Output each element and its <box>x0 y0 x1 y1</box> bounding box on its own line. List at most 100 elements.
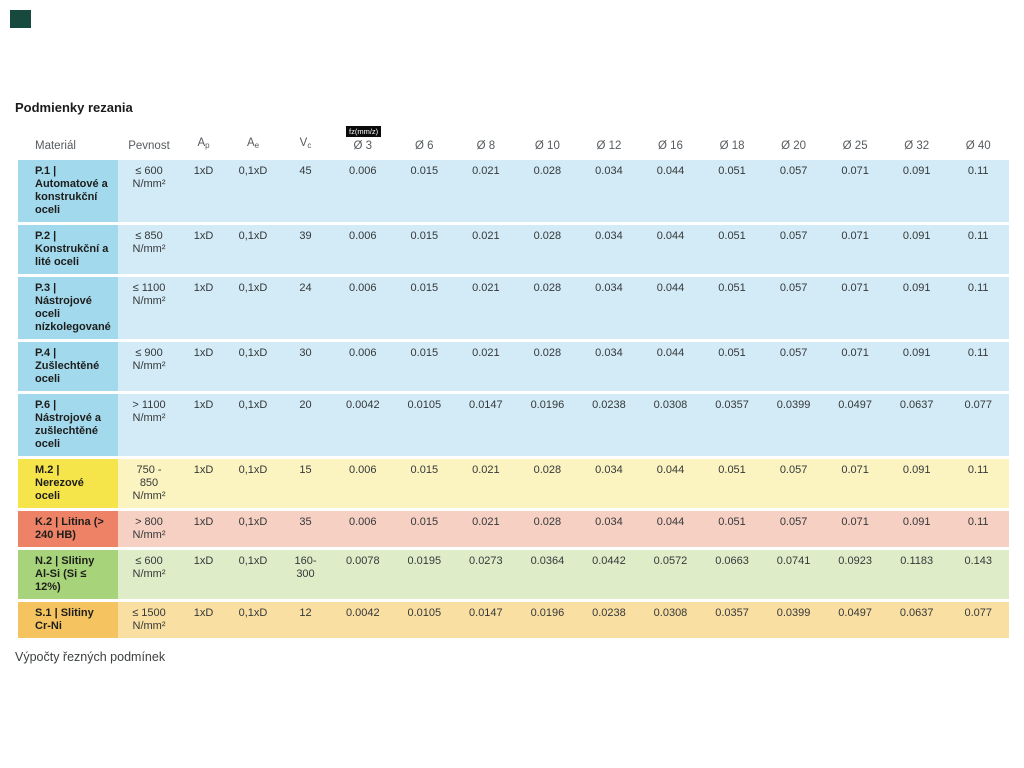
fz-value-cell: 0.015 <box>393 342 456 391</box>
pevnost-cell: ≤ 1100 N/mm² <box>118 277 180 339</box>
fz-value-cell: 0.091 <box>885 160 948 222</box>
fz-value-cell: 0.0042 <box>332 602 394 638</box>
fz-value-cell: 0.051 <box>701 277 763 339</box>
fz-value-cell: 0.015 <box>393 277 456 339</box>
ae-cell: 0,1xD <box>227 511 279 547</box>
fz-value-cell: 0.028 <box>516 225 579 274</box>
fz-value-cell: 0.051 <box>701 511 763 547</box>
header-material: Materiál <box>35 140 76 152</box>
ap-cell: 1xD <box>180 511 227 547</box>
fz-value-cell: 0.0238 <box>578 602 640 638</box>
material-cell: N.2 | Slitiny Al-Si (Si ≤ 12%) <box>18 550 118 599</box>
fz-value-cell: 0.091 <box>885 225 948 274</box>
header-diameter-3: fz(mm/z) Ø 3 <box>332 126 394 160</box>
table-row: P.6 | Nástrojové a zušlechtěné oceli > 11… <box>18 394 1009 456</box>
fz-value-cell: 0.11 <box>947 225 1009 274</box>
material-cell: P.4 | Zušlechtěné oceli <box>18 342 118 391</box>
fz-value-cell: 0.0442 <box>578 550 640 599</box>
fz-value-cell: 0.0572 <box>639 550 702 599</box>
pevnost-cell: ≤ 1500 N/mm² <box>118 602 180 638</box>
fz-value-cell: 0.0357 <box>701 394 763 456</box>
header-diameter-18: Ø 18 <box>719 140 745 152</box>
ae-cell: 0,1xD <box>227 342 279 391</box>
fz-value-cell: 0.021 <box>455 277 517 339</box>
fz-value-cell: 0.028 <box>516 160 579 222</box>
table-row: P.3 | Nástrojové oceli nízkolegované ≤ 11… <box>18 277 1009 339</box>
cutting-conditions-table: Materiál Pevnost Ap Ae Vc fz(mm/z) Ø 3 Ø… <box>18 126 1009 641</box>
fz-value-cell: 0.0497 <box>824 394 886 456</box>
fz-value-cell: 0.0399 <box>762 602 825 638</box>
fz-value-cell: 0.015 <box>393 225 456 274</box>
header-diameter-12: Ø 12 <box>596 140 622 152</box>
header-pevnost: Pevnost <box>128 140 170 152</box>
fz-value-cell: 0.057 <box>762 511 825 547</box>
fz-value-cell: 0.0273 <box>455 550 517 599</box>
fz-value-cell: 0.057 <box>762 225 825 274</box>
ap-cell: 1xD <box>180 225 227 274</box>
material-cell: P.6 | Nástrojové a zušlechtěné oceli <box>18 394 118 456</box>
table-row: P.2 | Konstrukční a lité oceli ≤ 850 N/mm… <box>18 225 1009 274</box>
fz-value-cell: 0.034 <box>578 277 640 339</box>
table-row: P.1 | Automatové a konstrukční oceli ≤ 60… <box>18 160 1009 222</box>
header-diameter-20: Ø 20 <box>781 140 807 152</box>
fz-value-cell: 0.091 <box>885 511 948 547</box>
fz-value-cell: 0.0308 <box>639 394 702 456</box>
pevnost-cell: > 1100 N/mm² <box>118 394 180 456</box>
fz-value-cell: 0.11 <box>947 342 1009 391</box>
pevnost-cell: > 800 N/mm² <box>118 511 180 547</box>
fz-value-cell: 0.044 <box>639 511 702 547</box>
fz-value-cell: 0.071 <box>824 225 886 274</box>
fz-value-cell: 0.044 <box>639 342 702 391</box>
fz-value-cell: 0.034 <box>578 511 640 547</box>
fz-value-cell: 0.0078 <box>332 550 394 599</box>
ap-cell: 1xD <box>180 459 227 508</box>
fz-value-cell: 0.0364 <box>516 550 579 599</box>
table-row: S.1 | Slitiny Cr-Ni ≤ 1500 N/mm² 1xD 0,1xD 1… <box>18 602 1009 638</box>
fz-value-cell: 0.051 <box>701 459 763 508</box>
ae-cell: 0,1xD <box>227 277 279 339</box>
fz-value-cell: 0.0637 <box>885 602 948 638</box>
fz-value-cell: 0.071 <box>824 459 886 508</box>
fz-value-cell: 0.0105 <box>393 602 456 638</box>
pevnost-cell: ≤ 850 N/mm² <box>118 225 180 274</box>
ae-cell: 0,1xD <box>227 459 279 508</box>
fz-value-cell: 0.057 <box>762 459 825 508</box>
fz-value-cell: 0.11 <box>947 511 1009 547</box>
vc-cell: 20 <box>279 394 332 456</box>
vc-cell: 12 <box>279 602 332 638</box>
table-body: P.1 | Automatové a konstrukční oceli ≤ 60… <box>18 160 1009 638</box>
fz-value-cell: 0.006 <box>332 511 394 547</box>
fz-value-cell: 0.006 <box>332 225 394 274</box>
fz-value-cell: 0.1183 <box>885 550 948 599</box>
ap-cell: 1xD <box>180 602 227 638</box>
fz-value-cell: 0.015 <box>393 511 456 547</box>
fz-value-cell: 0.0147 <box>455 602 517 638</box>
fz-value-cell: 0.044 <box>639 225 702 274</box>
fz-value-cell: 0.015 <box>393 160 456 222</box>
fz-value-cell: 0.051 <box>701 342 763 391</box>
fz-value-cell: 0.034 <box>578 342 640 391</box>
header-diameter-8: Ø 8 <box>476 140 496 152</box>
vc-cell: 24 <box>279 277 332 339</box>
fz-value-cell: 0.028 <box>516 277 579 339</box>
fz-value-cell: 0.0105 <box>393 394 456 456</box>
fz-value-cell: 0.0238 <box>578 394 640 456</box>
fz-value-cell: 0.015 <box>393 459 456 508</box>
material-cell: M.2 | Nerezové oceli <box>18 459 118 508</box>
fz-value-cell: 0.006 <box>332 277 394 339</box>
vc-cell: 45 <box>279 160 332 222</box>
fz-value-cell: 0.071 <box>824 342 886 391</box>
fz-value-cell: 0.0195 <box>393 550 456 599</box>
pevnost-cell: ≤ 600 N/mm² <box>118 160 180 222</box>
fz-value-cell: 0.0923 <box>824 550 886 599</box>
fz-value-cell: 0.0357 <box>701 602 763 638</box>
pevnost-cell: ≤ 900 N/mm² <box>118 342 180 391</box>
material-cell: P.2 | Konstrukční a lité oceli <box>18 225 118 274</box>
fz-value-cell: 0.071 <box>824 277 886 339</box>
header-ap: Ap <box>197 137 210 150</box>
vc-cell: 15 <box>279 459 332 508</box>
fz-value-cell: 0.051 <box>701 225 763 274</box>
fz-value-cell: 0.11 <box>947 160 1009 222</box>
fz-value-cell: 0.028 <box>516 459 579 508</box>
fz-value-cell: 0.057 <box>762 342 825 391</box>
